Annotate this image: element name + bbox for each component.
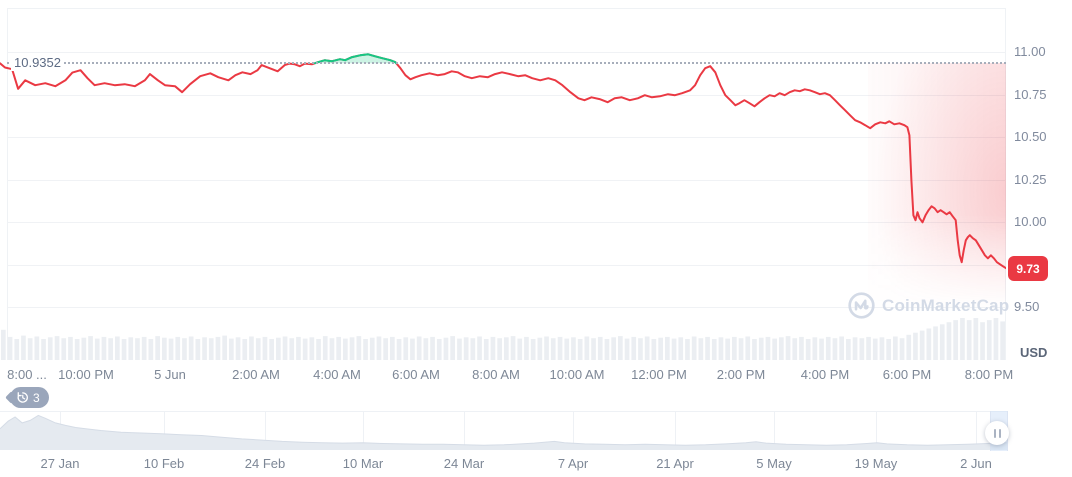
x-axis-label: 4:00 AM (313, 367, 361, 382)
y-axis-label: 10.25 (1014, 171, 1047, 187)
date-axis-label: 21 Apr (656, 456, 694, 471)
y-axis-label: 11.00 (1014, 44, 1046, 60)
navigator-gridline (265, 412, 266, 450)
price-drop-highlight (868, 63, 1006, 308)
range-scrollbar-handle[interactable] (985, 421, 1009, 445)
navigator-gridline (464, 412, 465, 450)
x-axis-label: 10:00 AM (549, 367, 605, 382)
x-axis-label: 12:00 PM (631, 367, 687, 382)
y-axis-label: 10.00 (1014, 214, 1047, 230)
gridline (7, 222, 1006, 224)
price-line-chart[interactable] (0, 8, 1006, 360)
currency-label: USD (1020, 345, 1048, 360)
date-axis-label: 24 Feb (244, 456, 286, 471)
previous-close-line (7, 62, 1006, 65)
history-clock-icon (17, 392, 28, 403)
navigator-gridline (164, 412, 165, 450)
date-axis-label: 24 Mar (443, 456, 485, 471)
x-axis-label: 10:00 PM (58, 367, 114, 382)
navigator-gridline (675, 412, 676, 450)
date-axis-label: 5 May (756, 456, 792, 471)
current-price-badge: 9.73 (1008, 256, 1048, 282)
coinmarketcap-watermark: CoinMarketCap (848, 292, 1009, 319)
date-axis-label: 10 Mar (342, 456, 384, 471)
gridline (7, 52, 1006, 54)
date-axis-label: 2 Jun (960, 456, 992, 471)
navigator-gridline (363, 412, 364, 450)
gridline (7, 137, 1006, 139)
gridline (7, 264, 1006, 266)
coinmarketcap-logo-icon (848, 292, 875, 319)
main-chart-area[interactable] (7, 8, 1006, 360)
y-axis-label: 9.50 (1014, 299, 1040, 315)
navigator-gridline (573, 412, 574, 450)
y-axis-label: 10.75 (1014, 86, 1047, 102)
date-axis-label: 7 Apr (557, 456, 589, 471)
history-count: 3 (33, 390, 40, 405)
gridline (7, 307, 1006, 309)
x-axis-label: 2:00 AM (232, 367, 280, 382)
date-axis-label: 19 May (854, 456, 898, 471)
x-axis-label: 8:00 AM (472, 367, 520, 382)
x-axis-label: 4:00 PM (800, 367, 850, 382)
gridline (7, 179, 1006, 181)
navigator-gridline (876, 412, 877, 450)
x-axis-label: 6:00 PM (882, 367, 932, 382)
navigator-gridline (976, 412, 977, 450)
date-axis-label: 10 Feb (143, 456, 185, 471)
x-axis-label: 5 Jun (154, 367, 186, 382)
navigator-gridline (774, 412, 775, 450)
navigator-divider (0, 411, 1008, 412)
x-axis-label: 8:00 ... (7, 367, 47, 382)
range-navigator[interactable] (0, 412, 1008, 450)
date-axis-label: 27 Jan (40, 456, 80, 471)
gridline (7, 94, 1006, 96)
y-axis-label: 10.50 (1014, 129, 1047, 145)
history-badge[interactable]: 3 (10, 387, 49, 408)
x-axis-label: 2:00 PM (716, 367, 766, 382)
previous-close-label: 10.9352 (11, 54, 64, 72)
x-axis-label: 8:00 PM (964, 367, 1014, 382)
watermark-text: CoinMarketCap (882, 295, 1010, 315)
x-axis-label: 6:00 AM (392, 367, 440, 382)
